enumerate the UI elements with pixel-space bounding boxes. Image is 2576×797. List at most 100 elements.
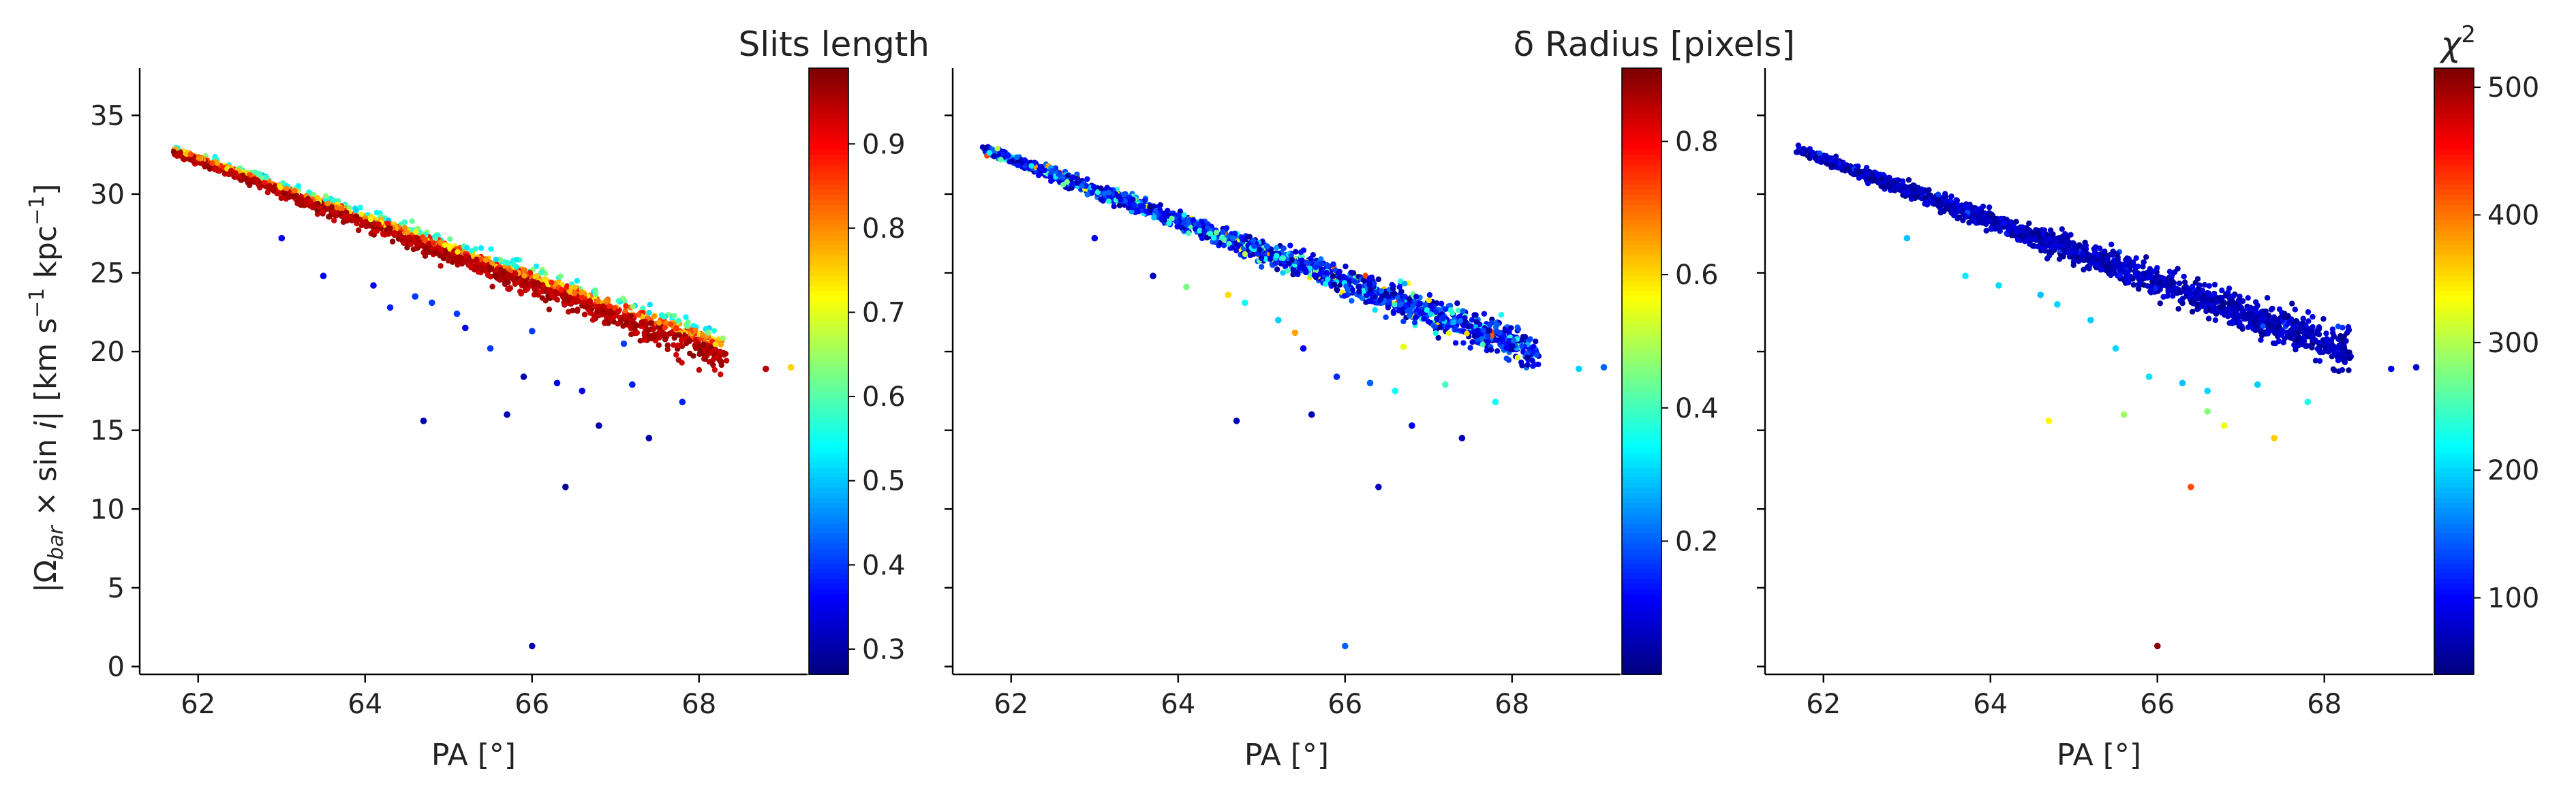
colorbar-segment <box>809 371 848 377</box>
scatter-point <box>2346 367 2352 373</box>
scatter-point <box>1515 326 1522 332</box>
ylabel-exp2: −1 <box>25 196 49 225</box>
colorbar-segment <box>809 245 848 251</box>
scatter-point <box>671 313 677 319</box>
scatter-point <box>2104 264 2111 270</box>
scatter-point <box>1398 288 1405 295</box>
scatter-point <box>589 317 596 323</box>
scatter-point <box>1084 176 1090 183</box>
scatter-point <box>712 341 718 347</box>
colorbar-segment <box>1622 548 1661 554</box>
colorbar-segment <box>1622 93 1661 99</box>
scatter-point <box>1392 290 1398 297</box>
scatter-point <box>330 197 336 203</box>
scatter-point <box>624 313 630 319</box>
colorbar-segment <box>809 396 848 403</box>
scatter-point <box>539 269 545 275</box>
scatter-point <box>433 250 440 256</box>
scatter-point <box>2179 300 2186 307</box>
scatter-point <box>2026 220 2032 226</box>
scatter-point <box>2289 300 2295 307</box>
scatter-point <box>1471 312 1477 318</box>
colorbar-segment <box>1622 224 1661 231</box>
scatter-point <box>2130 282 2137 288</box>
colorbar-tick-label: 0.9 <box>862 129 906 160</box>
scatter-point <box>1122 191 1129 197</box>
colorbar-tick-label: 0.4 <box>1675 393 1719 424</box>
scatter-point <box>395 236 402 242</box>
colorbar-segment <box>1622 240 1661 246</box>
colorbar-segment <box>1622 543 1661 549</box>
colorbar-segment <box>1622 230 1661 236</box>
scatter-point <box>1372 294 1378 300</box>
scatter-point <box>446 246 453 252</box>
scatter-point <box>1467 345 1473 351</box>
scatter-point <box>2176 280 2183 287</box>
y-tick-label: 0 <box>108 651 125 683</box>
scatter-point <box>1503 345 1509 351</box>
colorbar-segment <box>809 422 848 428</box>
y-tick-label: 5 <box>108 573 125 604</box>
colorbar-segment <box>809 543 848 549</box>
scatter-point <box>1264 243 1271 250</box>
scatter-point <box>1432 330 1439 337</box>
scatter-point <box>2339 366 2346 373</box>
scatter-point <box>447 236 453 243</box>
colorbar-segment <box>1622 381 1661 388</box>
scatter-point <box>1534 351 1540 358</box>
colorbar-segment <box>1622 73 1661 79</box>
colorbar-segment <box>1622 522 1661 529</box>
colorbar-segment <box>1622 376 1661 382</box>
colorbar-segment <box>1622 507 1661 514</box>
scatter-point <box>615 298 622 304</box>
scatter-point <box>718 341 724 348</box>
scatter-point <box>1229 235 1236 242</box>
scatter-point <box>1522 334 1529 340</box>
scatter-point <box>1988 225 1994 231</box>
scatter-point <box>711 366 718 373</box>
scatter-point <box>1413 314 1419 321</box>
scatter-point <box>1185 230 1192 236</box>
scatter-point <box>314 195 320 201</box>
colorbar-segment <box>1622 88 1661 94</box>
outlier-point <box>620 340 628 347</box>
scatter-point <box>196 155 202 161</box>
scatter-point <box>1475 327 1481 334</box>
scatter-point <box>702 356 708 362</box>
colorbar-frame <box>808 67 849 675</box>
colorbar-segment <box>809 103 848 110</box>
colorbar-segment <box>1622 659 1661 665</box>
scatter-point <box>1406 296 1413 302</box>
colorbar-segment <box>1622 482 1661 488</box>
scatter-point <box>2312 358 2319 364</box>
x-tick-label: 62 <box>994 689 1028 720</box>
scatter-point <box>1242 251 1248 257</box>
scatter-point <box>1962 213 1968 219</box>
scatter-point <box>2133 255 2139 261</box>
colorbar-segment <box>809 593 848 599</box>
scatter-point <box>2092 249 2098 255</box>
scatter-point <box>1499 337 1505 343</box>
outlier-point <box>1400 343 1407 350</box>
colorbar-segment <box>1622 275 1661 281</box>
colorbar-segment <box>1622 639 1661 645</box>
scatter-point <box>1417 300 1424 307</box>
colorbar-segment <box>1622 512 1661 518</box>
scatter-point <box>1432 324 1438 330</box>
outlier-point <box>787 364 795 371</box>
scatter-point <box>1118 197 1124 203</box>
y-tick-label: 20 <box>90 337 125 368</box>
scatter-point <box>1142 197 1148 203</box>
scatter-point <box>1524 362 1531 368</box>
colorbar-segment <box>809 88 848 94</box>
scatter-point <box>1444 324 1451 330</box>
scatter-point <box>401 225 408 231</box>
colorbar-segment <box>1622 290 1661 296</box>
colorbar-segment <box>809 275 848 281</box>
scatter-point <box>656 342 662 348</box>
scatter-point <box>1518 359 1524 366</box>
x-tick-label: 68 <box>1494 689 1529 720</box>
colorbar-segment <box>809 457 848 463</box>
scatter-point <box>409 218 415 224</box>
scatter-point <box>603 298 609 304</box>
